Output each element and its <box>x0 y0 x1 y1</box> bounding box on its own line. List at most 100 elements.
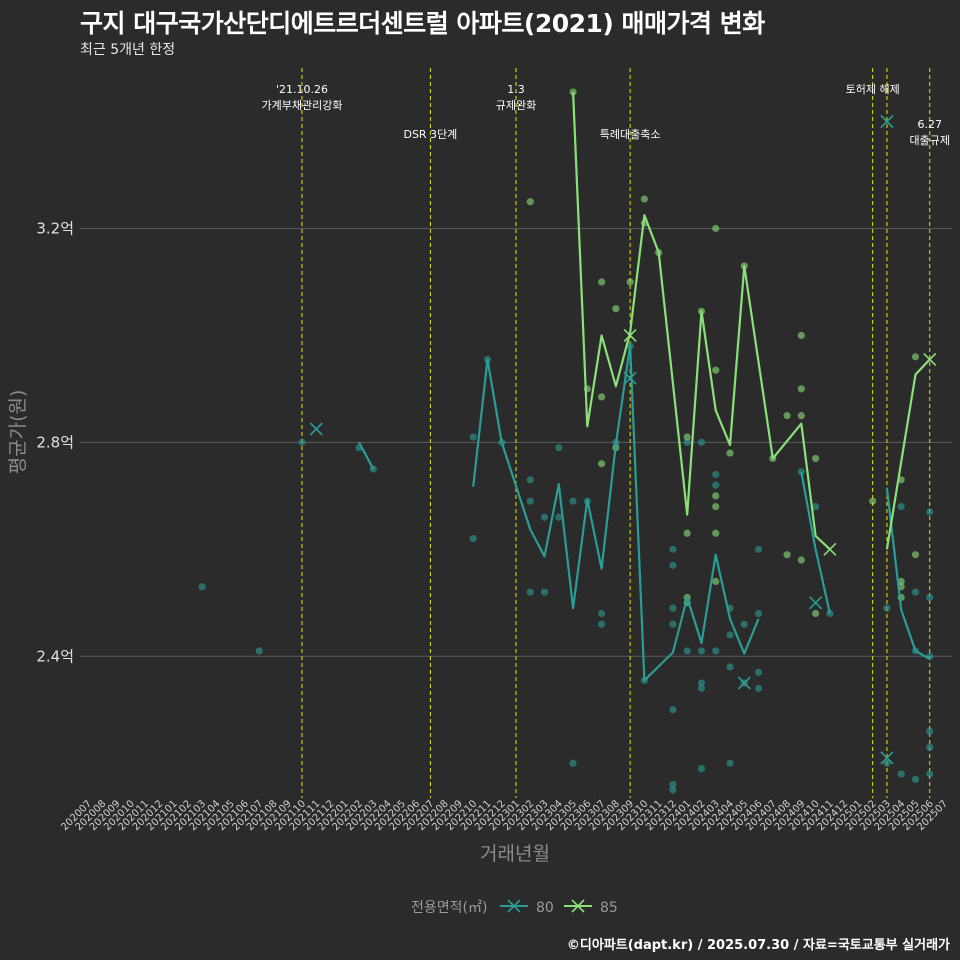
data-point <box>697 647 706 655</box>
data-point <box>683 438 691 446</box>
data-point <box>897 577 905 586</box>
data-point <box>712 470 720 479</box>
scatter-points <box>198 88 934 794</box>
data-point <box>669 604 677 612</box>
x-markers <box>309 114 937 765</box>
data-point <box>669 706 677 714</box>
data-point <box>598 278 606 286</box>
axis-ticks: 2.4억2.8억3.2억2020072020082020092020102020… <box>36 219 950 833</box>
event-label: 6.27 <box>917 118 942 131</box>
series-line <box>885 358 931 550</box>
data-point <box>555 444 563 452</box>
x-marker <box>737 676 751 690</box>
data-point <box>540 588 549 596</box>
x-marker <box>623 371 637 385</box>
data-point <box>754 609 763 618</box>
event-label: DSR 3단계 <box>403 128 457 141</box>
legend-label: 80 <box>536 900 554 916</box>
data-point <box>298 438 306 446</box>
series-line <box>800 471 831 614</box>
data-point <box>683 433 691 441</box>
x-marker <box>809 596 823 610</box>
data-point <box>598 620 606 628</box>
data-point <box>754 545 763 553</box>
x-marker <box>623 328 637 342</box>
data-point <box>598 609 606 618</box>
data-point <box>555 513 563 521</box>
data-point <box>926 593 934 602</box>
data-point <box>911 551 920 559</box>
x-marker <box>309 422 323 436</box>
event-label: 특례대출축소 <box>600 128 661 141</box>
data-point <box>598 460 606 468</box>
source-caption: ©디아파트(dapt.kr) / 2025.07.30 / 자료=국토교통부 실… <box>566 938 950 953</box>
legend-swatch-marker <box>571 899 585 913</box>
data-point <box>569 497 577 505</box>
x-axis-label: 거래년월 <box>480 843 550 865</box>
data-point <box>783 412 791 420</box>
x-marker <box>880 114 894 129</box>
data-point <box>712 529 720 537</box>
series-line <box>358 441 375 470</box>
data-point <box>255 647 263 655</box>
data-point <box>469 535 477 543</box>
event-label: 대출규제 <box>909 134 949 147</box>
data-point <box>697 679 706 687</box>
chart-title: 구지 대구국가산단디에트르더센트럴 아파트(2021) 매매가격 변화 <box>80 9 765 38</box>
data-point <box>712 577 720 586</box>
data-point <box>712 224 720 233</box>
data-point <box>198 583 206 591</box>
data-point <box>726 759 734 767</box>
event-label: 가계부채관리강화 <box>262 99 343 112</box>
data-point <box>883 759 891 767</box>
y-axis-label: 평균가(원) <box>7 390 29 475</box>
data-point <box>926 770 934 778</box>
legend-swatch-marker <box>507 899 521 913</box>
data-point <box>797 468 805 476</box>
legend-label: 85 <box>600 900 618 916</box>
data-point <box>669 786 677 794</box>
x-marker <box>880 751 894 765</box>
data-point <box>869 497 877 505</box>
data-point <box>797 556 805 564</box>
data-point <box>911 588 920 596</box>
data-point <box>626 278 634 286</box>
x-marker <box>823 542 837 556</box>
data-point <box>569 759 577 767</box>
data-point <box>640 195 649 203</box>
data-point <box>697 438 706 446</box>
data-point <box>697 764 706 773</box>
event-label: 1.3 <box>507 83 525 96</box>
event-label: 규제완화 <box>496 99 536 112</box>
data-point <box>726 449 734 457</box>
data-point <box>569 88 577 96</box>
series-lines <box>358 92 931 682</box>
y-tick-label: 2.4억 <box>36 647 74 665</box>
data-point <box>469 433 477 441</box>
data-point <box>669 781 677 789</box>
event-label: '21.10.26 <box>276 83 328 96</box>
legend: 전용면적(㎡) 80 85 <box>411 899 618 916</box>
data-point <box>697 684 706 692</box>
data-point <box>897 502 905 511</box>
data-point <box>783 551 791 559</box>
data-point <box>797 331 805 340</box>
data-point <box>540 513 549 521</box>
data-point <box>612 305 620 313</box>
data-point <box>754 684 763 692</box>
data-point <box>712 647 720 655</box>
data-point <box>897 770 905 778</box>
data-point <box>526 588 534 596</box>
data-point <box>712 502 720 511</box>
data-point <box>911 775 920 783</box>
data-point <box>712 492 720 500</box>
data-point <box>812 454 820 463</box>
data-point <box>712 481 720 489</box>
data-point <box>669 545 677 553</box>
y-tick-label: 3.2억 <box>36 219 74 237</box>
data-point <box>526 476 534 484</box>
data-point <box>683 647 691 655</box>
data-point <box>726 631 734 639</box>
chart-subtitle: 최근 5개년 한정 <box>80 42 176 58</box>
